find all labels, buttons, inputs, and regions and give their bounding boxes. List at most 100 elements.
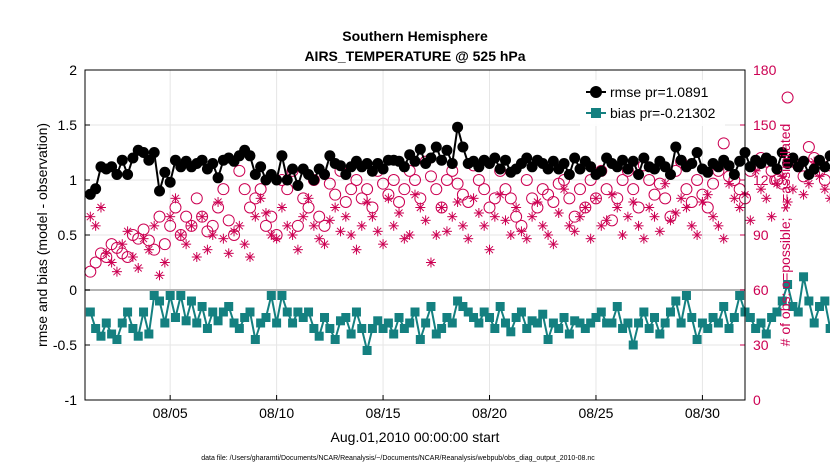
bias-point (351, 307, 361, 317)
bias-point (575, 318, 585, 328)
assimilated-obs-point (266, 230, 277, 240)
assimilated-obs-point (660, 178, 671, 189)
rmse-point (542, 163, 554, 175)
bias-point (820, 296, 830, 306)
possible-obs-point (472, 174, 485, 186)
rmse-point (308, 174, 320, 186)
bias-point (293, 307, 303, 317)
x-tick-label: 08/25 (578, 405, 613, 421)
assimilated-obs-point (617, 230, 628, 240)
rmse-point (457, 141, 469, 153)
bias-point (298, 313, 308, 322)
assimilated-obs-point (239, 239, 250, 250)
rmse-point (164, 176, 176, 188)
assimilated-obs-point (340, 211, 351, 222)
assimilated-obs-point (495, 189, 506, 200)
assimilated-obs-point (532, 197, 543, 207)
possible-obs-point (648, 188, 661, 201)
bias-point (703, 324, 713, 333)
bias-point (160, 318, 170, 328)
assimilated-obs-point (755, 184, 766, 195)
assimilated-obs-point (825, 193, 830, 204)
legend-bias-label: bias pr=-0.21302 (610, 105, 716, 121)
assimilated-obs-point (362, 197, 373, 207)
bias-point (256, 318, 266, 328)
bias-point (479, 307, 489, 317)
assimilated-obs-point (500, 215, 511, 226)
rmse-point (649, 163, 661, 175)
assimilated-obs-point (213, 197, 224, 207)
possible-obs-point (632, 201, 645, 214)
rmse-point (414, 143, 426, 155)
bias-point (335, 316, 345, 326)
rmse-point (154, 185, 166, 197)
rmse-point (366, 165, 378, 177)
rmse-point (452, 121, 464, 133)
bias-point (144, 329, 154, 339)
bias-point (367, 324, 377, 333)
assimilated-obs-point (282, 220, 293, 231)
assimilated-obs-point (697, 197, 708, 207)
possible-obs-point (398, 183, 411, 196)
possible-obs-point (350, 174, 363, 186)
assimilated-obs-point (819, 184, 830, 195)
bias-point (554, 324, 564, 333)
assimilated-obs-point (473, 208, 484, 218)
rmse-point (207, 158, 219, 169)
possible-obs-point (435, 201, 448, 214)
assimilated-obs-point (410, 189, 420, 200)
assimilated-obs-point (638, 233, 649, 244)
bias-point (426, 302, 436, 311)
bias-point (399, 324, 409, 333)
possible-obs-point (701, 201, 714, 214)
chart-title: Southern Hemisphere (342, 28, 488, 44)
bias-point (793, 307, 803, 317)
assimilated-obs-point (729, 193, 740, 204)
rmse-point (122, 169, 134, 180)
bias-point (192, 318, 202, 328)
possible-obs-point (137, 223, 150, 236)
assimilated-obs-point (207, 230, 218, 240)
possible-obs-point (393, 196, 406, 208)
y-tick-label: 1 (69, 172, 77, 188)
bias-point (341, 313, 351, 322)
assimilated-obs-point (106, 257, 117, 268)
possible-obs-point (430, 183, 443, 196)
rmse-point (824, 150, 830, 162)
bias-point (650, 313, 660, 322)
assimilated-obs-point (665, 215, 676, 226)
assimilated-obs-point (404, 230, 415, 240)
bias-point (655, 329, 665, 339)
bias-point (234, 324, 244, 333)
x-tick-label: 08/05 (153, 405, 188, 421)
bias-point (607, 318, 617, 328)
possible-obs-point (318, 219, 331, 232)
bias-point (378, 324, 388, 333)
bias-point (128, 324, 138, 333)
bias-point (202, 324, 212, 333)
assimilated-obs-point (612, 202, 623, 213)
assimilated-obs-point (670, 208, 681, 218)
assimilated-obs-point (255, 193, 266, 204)
bias-point (96, 331, 106, 341)
assimilated-obs-point (505, 230, 516, 240)
bias-point (431, 329, 441, 339)
assimilated-obs-point (622, 211, 633, 222)
assimilated-obs-point (463, 233, 474, 244)
assimilated-obs-point (425, 257, 436, 268)
rmse-point (430, 141, 442, 153)
assimilated-obs-point (734, 202, 745, 213)
x-axis-label: Aug.01,2010 00:00:00 start (331, 429, 500, 445)
assimilated-obs-point (441, 226, 452, 237)
bias-point (618, 324, 628, 333)
assimilated-obs-point (276, 202, 287, 213)
rmse-point (521, 152, 533, 164)
assimilated-obs-point (287, 230, 298, 240)
assimilated-obs-point (766, 211, 777, 222)
bias-point (463, 307, 473, 317)
possible-obs-point (169, 201, 182, 214)
rmse-point (499, 154, 511, 166)
bias-point (671, 296, 681, 306)
rmse-point (563, 169, 575, 180)
assimilated-obs-point (686, 220, 697, 231)
